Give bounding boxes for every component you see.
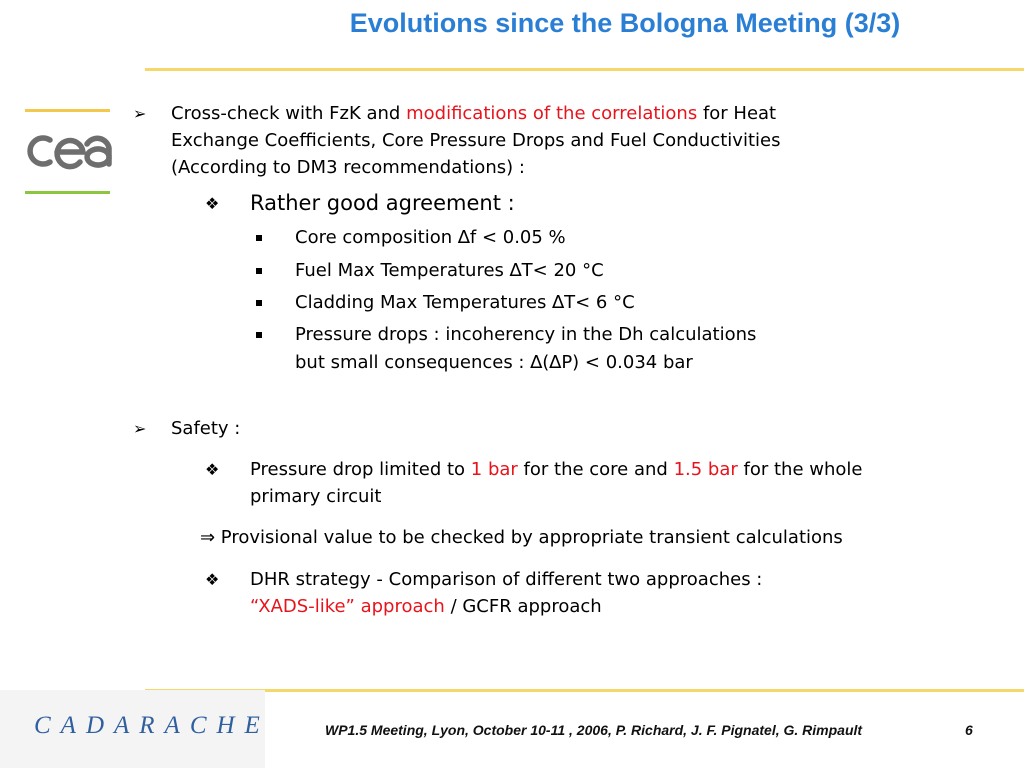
safety-heading: Safety :	[171, 418, 241, 439]
slide-title: Evolutions since the Bologna Meeting (3/…	[349, 8, 901, 38]
cea-logo	[27, 135, 112, 170]
diamond-bullet-icon: ❖	[205, 570, 220, 589]
bullet-crosscheck-line1: Cross-check with FzK and modifications o…	[171, 103, 777, 124]
highlight-xads: “XADS-like” approach	[250, 596, 445, 617]
pressure-drop-line2: primary circuit	[250, 486, 382, 507]
agreement-item-continuation: but small consequences : ∆(∆P) < 0.034 b…	[295, 352, 693, 373]
square-bullet-icon	[256, 268, 262, 274]
arrow-bullet-icon: ➢	[133, 104, 147, 123]
provisional-value-line: ⇒ Provisional value to be checked by app…	[200, 527, 843, 548]
logo-line-green	[25, 191, 110, 194]
square-bullet-icon	[256, 332, 262, 338]
diamond-bullet-icon: ❖	[205, 460, 220, 479]
dhr-strategy-line1: DHR strategy - Comparison of different t…	[250, 569, 763, 590]
highlight-1-bar: 1 bar	[470, 459, 518, 480]
footer-logo-panel	[0, 690, 265, 768]
bottom-divider	[145, 689, 1024, 692]
agreement-item: Core composition ∆f < 0.05 %	[295, 227, 566, 248]
bullet-crosscheck-line2: Exchange Coefficients, Core Pressure Dro…	[171, 130, 781, 151]
footer-text: WP1.5 Meeting, Lyon, October 10-11 , 200…	[325, 722, 863, 738]
agreement-item: Fuel Max Temperatures ∆T< 20 °C	[295, 260, 604, 281]
square-bullet-icon	[256, 235, 262, 241]
highlight-1-5-bar: 1.5 bar	[673, 459, 738, 480]
cadarache-logo: CADARACHE	[34, 712, 270, 739]
logo-line-yellow	[25, 109, 110, 112]
pressure-drop-line1: Pressure drop limited to 1 bar for the c…	[250, 459, 863, 480]
diamond-bullet-icon: ❖	[205, 194, 220, 213]
agreement-item: Pressure drops : incoherency in the Dh c…	[295, 324, 757, 345]
highlight-modifications: modifications of the correlations	[406, 103, 698, 124]
agreement-item: Cladding Max Temperatures ∆T< 6 °C	[295, 292, 635, 313]
bullet-crosscheck-line3: (According to DM3 recommendations) :	[171, 157, 525, 178]
agreement-heading: Rather good agreement :	[250, 191, 515, 215]
top-divider	[145, 68, 1024, 71]
dhr-strategy-line2: “XADS-like” approach / GCFR approach	[250, 596, 602, 617]
page-number: 6	[965, 722, 973, 738]
arrow-bullet-icon: ➢	[133, 419, 147, 438]
square-bullet-icon	[256, 300, 262, 306]
